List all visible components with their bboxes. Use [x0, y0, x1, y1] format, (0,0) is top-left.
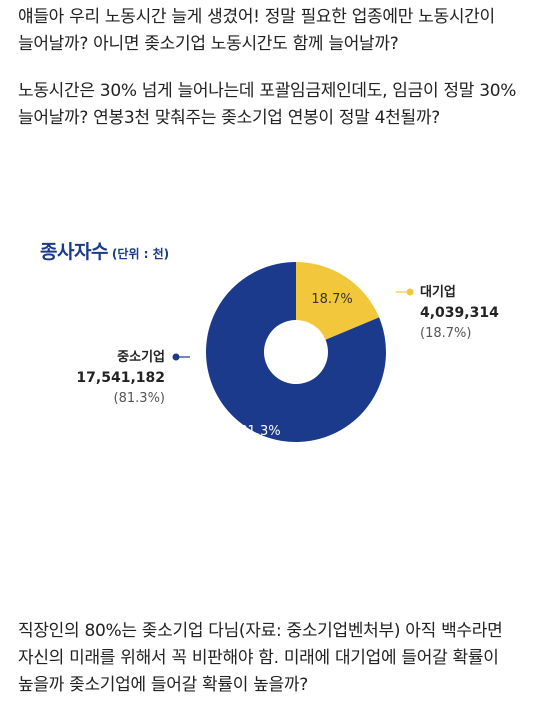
legend-name-0: 대기업	[420, 285, 456, 300]
employment-donut-chart: 종사자수 (단위 : 천) 18.7% 81.3% 대기업 4,039,314 (18.7…	[0, 215, 540, 575]
chart-title: 종사자수 (단위 : 천)	[40, 237, 169, 264]
legend-name-1: 중소기업	[117, 350, 165, 365]
legend-percent-0: (18.7%)	[420, 326, 471, 341]
legend-value-0: 4,039,314	[420, 305, 499, 321]
legend-percent-1: (81.3%)	[114, 391, 165, 406]
paragraph-wage: 노동시간은 30% 넘게 늘어나는데 포괄임금제인데도, 임금이 정말 30% …	[18, 81, 517, 128]
donut-svg: 18.7% 81.3% 대기업 4,039,314 (18.7%) 중소기업 17,541,…	[76, 262, 499, 442]
donut-slice-large-firms	[296, 262, 380, 340]
donut-slice-sme	[205, 262, 386, 442]
paragraph-conclusion: 직장인의 80%는 좆소기업 다님(자료: 중소기업벤처부) 아직 백수라면 자…	[18, 621, 503, 695]
legend-value-1: 17,541,182	[76, 370, 165, 386]
paragraph-intro: 얘들아 우리 노동시간 늘게 생겼어! 정말 필요한 업종에만 노동시간이 늘어…	[18, 7, 495, 54]
slice-inner-label-1: 81.3%	[239, 424, 280, 439]
slice-inner-label-0: 18.7%	[311, 292, 352, 307]
chart-title-text: 종사자수	[40, 241, 108, 263]
chart-unit: (단위 : 천)	[111, 247, 170, 261]
